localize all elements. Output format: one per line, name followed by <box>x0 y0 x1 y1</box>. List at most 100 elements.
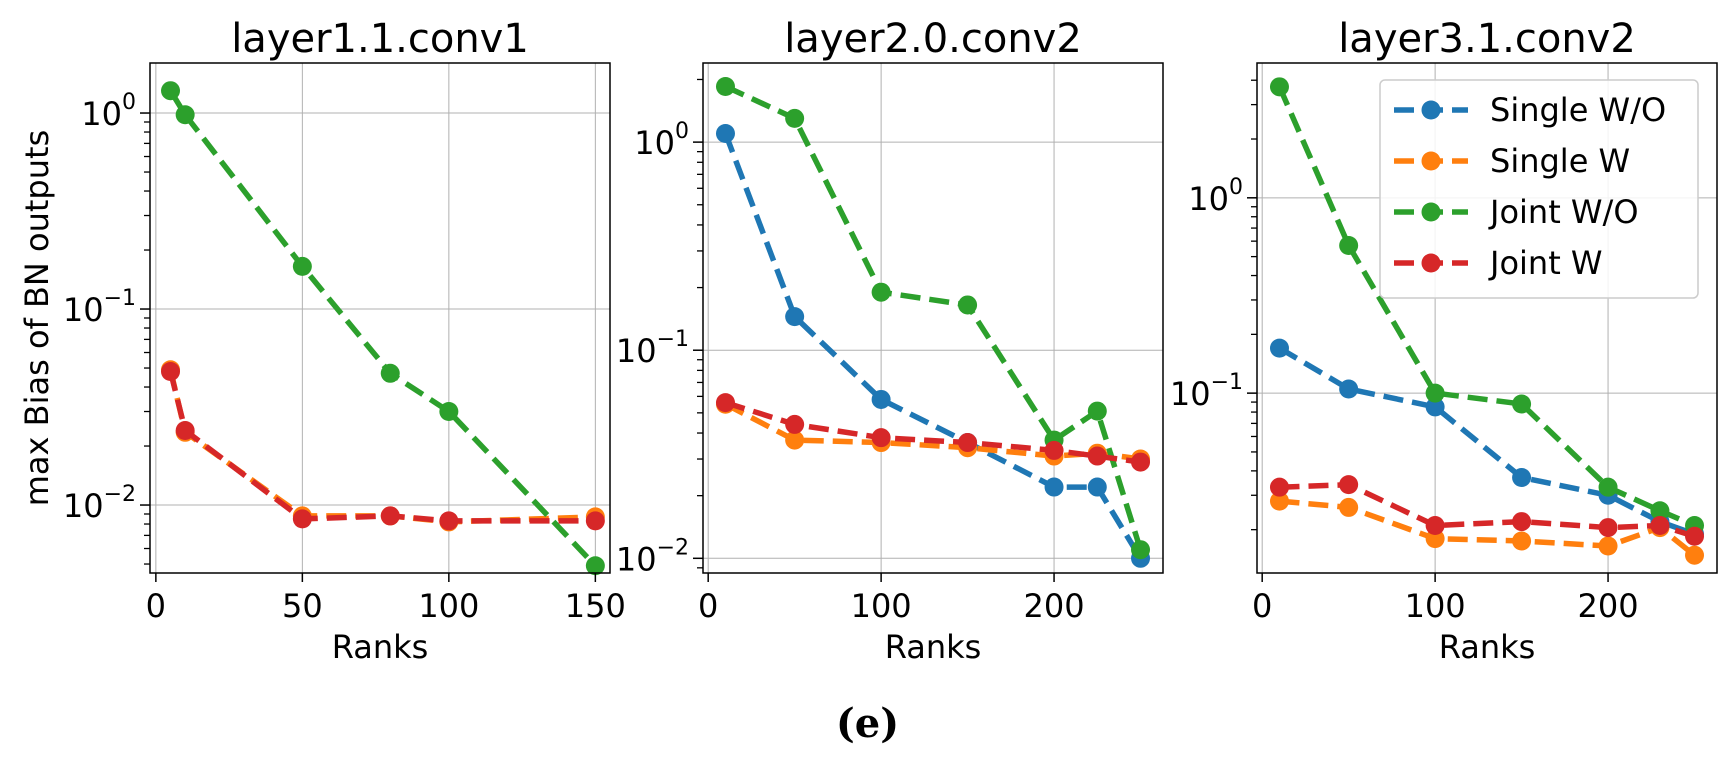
data-point <box>871 282 891 302</box>
y-tick-base: 10 <box>63 291 104 329</box>
y-tick-exponent: −1 <box>1211 370 1243 395</box>
legend-marker <box>1421 151 1441 171</box>
data-point <box>1269 77 1289 97</box>
data-point <box>1425 529 1445 549</box>
chart-panel-1: 0 50 100 150 10 −2 10−1 100 layer1.1.conv1 Ranks m… <box>18 16 626 666</box>
y-tick-exponent: −2 <box>104 482 136 507</box>
data-point <box>1044 477 1064 497</box>
x-tick-label: 100 <box>418 587 479 625</box>
series-line-single-w <box>167 369 596 525</box>
data-point <box>1512 467 1532 487</box>
x-tick-label: 0 <box>1252 587 1272 625</box>
y-tick-exponent: −2 <box>657 535 689 560</box>
y-tick-base: 10 <box>616 540 657 578</box>
data-point <box>1131 452 1151 472</box>
data-point <box>871 428 891 448</box>
y-tick-exponent: −1 <box>104 286 136 311</box>
x-tick-label: 200 <box>1578 587 1639 625</box>
series-line-single-w-o <box>722 132 1143 560</box>
data-point <box>1131 540 1151 560</box>
data-point <box>1425 516 1445 536</box>
chart-title: layer1.1.conv1 <box>231 16 529 62</box>
data-point <box>715 124 735 144</box>
data-point <box>1650 501 1670 521</box>
x-tick-label: 0 <box>146 587 166 625</box>
data-point <box>1650 516 1670 536</box>
axes-frame <box>149 62 611 574</box>
legend-label: Single W/O <box>1490 91 1666 129</box>
data-point <box>1685 545 1705 565</box>
y-tick-label: 100 <box>634 119 689 162</box>
y-tick-label: 10−1 <box>63 286 136 329</box>
data-point <box>715 393 735 413</box>
y-tick-label: 10−2 <box>616 535 689 578</box>
data-point <box>380 506 400 526</box>
legend-marker <box>1421 253 1441 273</box>
data-point <box>1087 401 1107 421</box>
data-point <box>1512 394 1532 414</box>
data-point <box>585 556 605 576</box>
data-point <box>785 108 805 128</box>
y-tick-label: 10−1 <box>1170 370 1243 413</box>
data-point <box>1425 397 1445 417</box>
data-point <box>1512 512 1532 532</box>
data-point <box>785 307 805 327</box>
data-point <box>1598 536 1618 556</box>
x-axis-label: Ranks <box>332 628 429 666</box>
series-line-joint-w <box>724 399 1141 465</box>
y-tick-exponent: −1 <box>657 327 689 352</box>
y-tick-label: 100 <box>81 90 136 133</box>
y-tick-exponent: 0 <box>122 90 136 115</box>
legend-box <box>1379 79 1699 299</box>
series-line-joint-w <box>167 370 596 524</box>
legend-label: Joint W <box>1488 244 1603 282</box>
chart-panel-3: 0 100 20010−1100layer3.1.conv2RanksSingle … <box>1170 16 1718 666</box>
data-point <box>1512 531 1532 551</box>
data-point <box>161 362 181 382</box>
y-tick-exponent: 0 <box>675 119 689 144</box>
x-tick-label: 50 <box>282 587 323 625</box>
series-line-single-w <box>724 401 1141 462</box>
axes-frame <box>1256 62 1718 574</box>
x-axis-label: Ranks <box>885 628 982 666</box>
data-point <box>1339 497 1359 517</box>
x-tick-label: 100 <box>1405 587 1466 625</box>
data-point <box>1598 477 1618 497</box>
data-point <box>161 81 181 101</box>
data-point <box>958 295 978 315</box>
data-point <box>785 414 805 434</box>
data-point <box>785 430 805 450</box>
legend-label: Single W <box>1490 142 1630 180</box>
data-point <box>958 433 978 453</box>
data-point <box>1269 338 1289 358</box>
data-point <box>292 256 312 276</box>
data-point <box>1087 477 1107 497</box>
data-point <box>292 509 312 529</box>
y-tick-base: 10 <box>1170 375 1211 413</box>
x-tick-label: 100 <box>851 587 912 625</box>
y-tick-base: 10 <box>616 332 657 370</box>
data-point <box>1269 491 1289 511</box>
data-point <box>1685 526 1705 546</box>
chart-title: layer3.1.conv2 <box>1338 16 1636 62</box>
series-line-joint-w-o <box>168 89 598 568</box>
y-tick-exponent: 0 <box>1229 175 1243 200</box>
data-point <box>1425 383 1445 403</box>
data-point <box>439 511 459 531</box>
data-point <box>1269 477 1289 497</box>
y-tick-label: 100 <box>1188 175 1243 218</box>
x-tick-label: 150 <box>565 587 626 625</box>
x-tick-label: 0 <box>698 587 718 625</box>
legend-label: Joint W/O <box>1488 193 1639 231</box>
data-point <box>439 402 459 422</box>
data-point <box>380 363 400 383</box>
x-axis-label: Ranks <box>1439 628 1536 666</box>
data-point <box>585 511 605 531</box>
axes-frame <box>702 62 1164 574</box>
y-tick-base: 10 <box>634 124 675 162</box>
y-axis-label: max Bias of BN outputs <box>18 130 56 506</box>
legend: Single W/O Single W Joint W/O Joint W <box>1379 79 1699 299</box>
data-point <box>175 105 195 125</box>
